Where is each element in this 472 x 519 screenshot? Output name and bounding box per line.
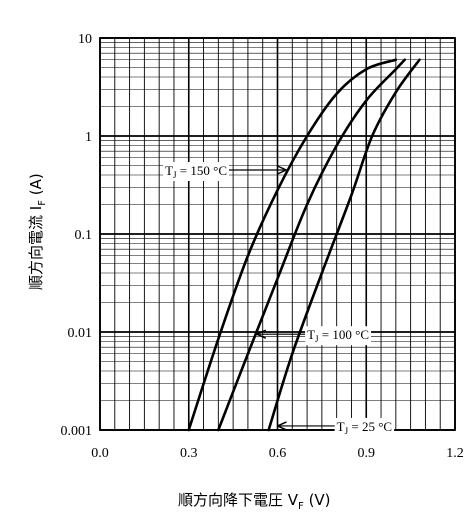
major-grid	[99, 37, 456, 431]
x-tick-label: 0.3	[180, 446, 198, 461]
arrowhead-icon	[277, 165, 287, 175]
curve-label: TJ = 150 °C	[165, 163, 227, 180]
plot-frame	[99, 37, 456, 431]
curves	[187, 58, 421, 432]
tick-labels: 0.0 0.3 0.6 0.9 1.2 10 1 0.1 0.01 0.001	[61, 32, 464, 461]
anno-tj-150c: TJ = 150 °C	[163, 161, 287, 181]
arrowhead-icon	[277, 421, 287, 431]
curve-label: TJ = 25 °C	[337, 419, 392, 436]
curve-annotations: TJ = 150 °C TJ = 100 °C TJ = 25 °C	[163, 161, 395, 437]
arrowhead-icon	[256, 329, 267, 339]
curve-tj-150c	[187, 58, 398, 432]
x-tick-label: 0.0	[91, 446, 109, 461]
y-axis-label: 順方向電流 IF (A)	[27, 173, 48, 290]
curve-tj-25c	[267, 58, 421, 432]
curve-tj-100c	[217, 58, 407, 432]
curve-label: TJ = 100 °C	[307, 327, 369, 344]
x-tick-label: 0.9	[358, 446, 376, 461]
y-tick-label: 0.001	[61, 424, 93, 439]
y-tick-label: 10	[78, 32, 92, 47]
y-tick-label: 0.1	[75, 228, 93, 243]
y-tick-label: 0.01	[68, 326, 93, 341]
anno-tj-100c: TJ = 100 °C	[256, 326, 372, 346]
anno-tj-25c: TJ = 25 °C	[277, 417, 395, 437]
x-tick-label: 1.2	[446, 446, 464, 461]
x-tick-label: 0.6	[269, 446, 287, 461]
x-axis-label: 順方向降下電圧 VF (V)	[178, 491, 331, 512]
y-tick-label: 1	[85, 130, 92, 145]
